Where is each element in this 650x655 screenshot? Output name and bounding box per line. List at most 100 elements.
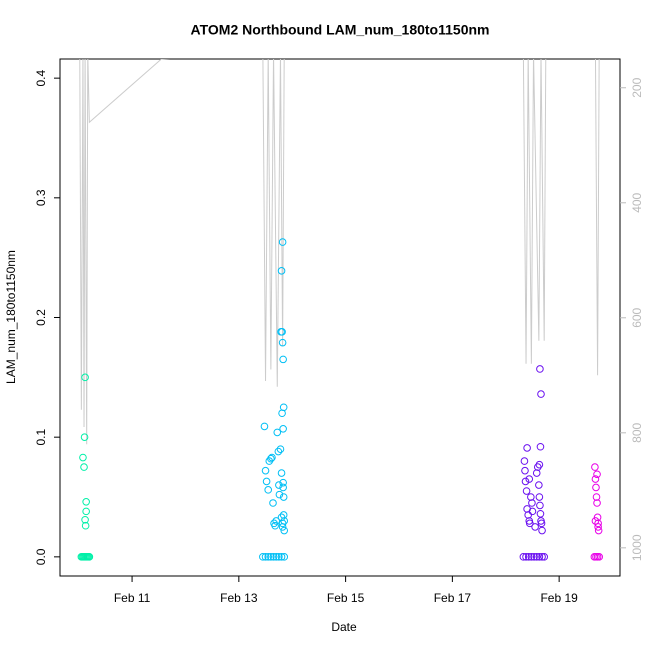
data-point bbox=[81, 521, 90, 530]
data-point bbox=[524, 553, 533, 561]
data-point bbox=[279, 483, 287, 492]
data-point bbox=[275, 553, 283, 561]
data-point bbox=[267, 553, 275, 561]
data-point bbox=[591, 475, 600, 483]
data-point bbox=[536, 509, 545, 518]
data-point bbox=[537, 390, 545, 398]
data-point bbox=[274, 447, 283, 456]
data-point bbox=[278, 328, 286, 336]
data-point bbox=[280, 526, 289, 535]
data-point bbox=[530, 553, 538, 561]
data-point bbox=[80, 463, 88, 471]
y-tick-label: 0.3 bbox=[34, 189, 48, 206]
data-point bbox=[531, 523, 539, 531]
data-point bbox=[280, 517, 289, 525]
data-point bbox=[81, 373, 89, 382]
data-point bbox=[595, 553, 603, 561]
data-point bbox=[279, 493, 288, 501]
data-point bbox=[264, 486, 272, 494]
data-point bbox=[276, 445, 285, 453]
x-tick-label: Feb 17 bbox=[434, 591, 472, 605]
data-point bbox=[532, 469, 541, 477]
data-point bbox=[538, 526, 546, 535]
y-tick-label: 0.4 bbox=[34, 69, 48, 86]
data-point bbox=[272, 553, 281, 561]
data-point bbox=[264, 553, 272, 561]
data-point bbox=[80, 433, 89, 441]
data-point bbox=[532, 553, 541, 561]
data-point bbox=[268, 453, 276, 462]
data-point bbox=[535, 553, 544, 561]
x-axis-label: Date bbox=[331, 620, 357, 634]
data-point bbox=[260, 422, 269, 431]
data-point bbox=[536, 501, 544, 510]
data-point bbox=[538, 553, 546, 561]
data-point bbox=[527, 553, 536, 561]
data-point bbox=[528, 499, 536, 507]
data-point bbox=[271, 521, 279, 530]
x-tick-label: Feb 19 bbox=[540, 591, 578, 605]
data-point bbox=[278, 409, 286, 418]
data-point bbox=[267, 454, 275, 463]
data-point bbox=[79, 453, 87, 462]
data-point bbox=[592, 493, 601, 501]
data-point bbox=[594, 519, 602, 528]
chart-title: ATOM2 Northbound LAM_num_180to1150nm bbox=[191, 22, 490, 38]
data-point bbox=[278, 238, 287, 246]
plot-area bbox=[77, 59, 603, 561]
y2-tick-label: 400 bbox=[630, 192, 644, 212]
x-tick-label: Feb 13 bbox=[220, 591, 258, 605]
data-point bbox=[537, 519, 546, 528]
y2-tick-label: 1000 bbox=[630, 534, 644, 561]
data-point bbox=[528, 507, 537, 516]
data-point bbox=[279, 478, 287, 487]
data-point bbox=[262, 477, 271, 486]
data-point bbox=[540, 553, 548, 561]
y-axis-label: LAM_num_180to1150nm bbox=[4, 250, 18, 384]
data-point bbox=[523, 444, 531, 452]
data-point bbox=[527, 493, 535, 501]
data-point bbox=[269, 553, 278, 561]
data-point bbox=[278, 338, 287, 347]
data-point bbox=[275, 490, 284, 499]
data-point bbox=[525, 475, 534, 483]
x-tick-label: Feb 15 bbox=[327, 591, 365, 605]
data-point bbox=[279, 511, 288, 519]
data-point bbox=[81, 515, 89, 524]
data-point bbox=[272, 517, 281, 525]
data-point bbox=[259, 553, 267, 561]
data-point bbox=[277, 553, 286, 561]
data-point bbox=[269, 499, 277, 507]
data-point bbox=[536, 442, 545, 451]
data-point bbox=[277, 267, 286, 275]
y-tick-label: 0.1 bbox=[34, 429, 48, 446]
data-point bbox=[520, 457, 529, 465]
data-point bbox=[522, 487, 531, 495]
data-point bbox=[533, 463, 542, 471]
data-point bbox=[261, 466, 270, 475]
data-point bbox=[521, 477, 530, 486]
data-point bbox=[85, 553, 94, 561]
y2-tick-label: 800 bbox=[630, 422, 644, 442]
data-point bbox=[535, 460, 544, 469]
data-point bbox=[278, 519, 287, 528]
data-point bbox=[535, 481, 543, 489]
data-point bbox=[279, 355, 287, 364]
data-point bbox=[521, 466, 529, 475]
y2-tick-label: 600 bbox=[630, 307, 644, 327]
data-point bbox=[592, 483, 600, 492]
data-point bbox=[82, 498, 90, 506]
data-point bbox=[279, 424, 287, 433]
data-point bbox=[519, 553, 528, 561]
y-tick-label: 0.0 bbox=[34, 548, 48, 565]
data-point bbox=[535, 493, 544, 501]
data-point bbox=[593, 499, 601, 507]
data-point bbox=[273, 428, 282, 437]
data-point bbox=[261, 553, 270, 561]
x-tick-label: Feb 11 bbox=[114, 591, 151, 605]
data-point bbox=[82, 507, 90, 516]
data-point bbox=[275, 481, 283, 489]
data-point bbox=[522, 553, 530, 561]
y2-tick-label: 200 bbox=[630, 77, 644, 97]
